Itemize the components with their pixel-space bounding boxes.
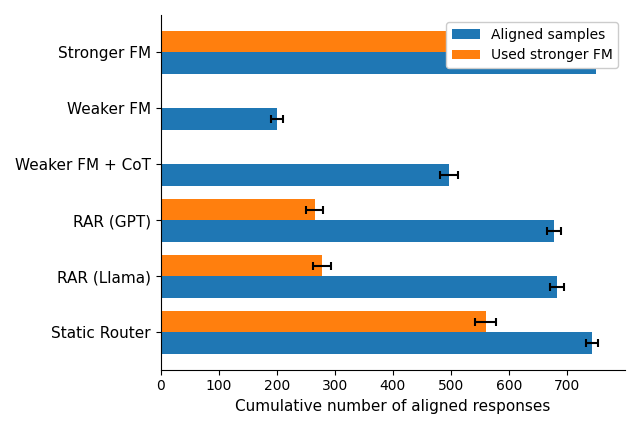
Legend: Aligned samples, Used stronger FM: Aligned samples, Used stronger FM: [446, 22, 618, 68]
Bar: [161, 164, 449, 186]
X-axis label: Cumulative number of aligned responses: Cumulative number of aligned responses: [235, 399, 550, 414]
Bar: [161, 332, 592, 353]
Bar: [161, 276, 557, 298]
Bar: [161, 199, 314, 221]
Bar: [161, 311, 486, 332]
Bar: [161, 109, 276, 130]
Bar: [161, 255, 322, 276]
Bar: [161, 221, 554, 242]
Bar: [161, 31, 596, 52]
Bar: [161, 52, 596, 74]
